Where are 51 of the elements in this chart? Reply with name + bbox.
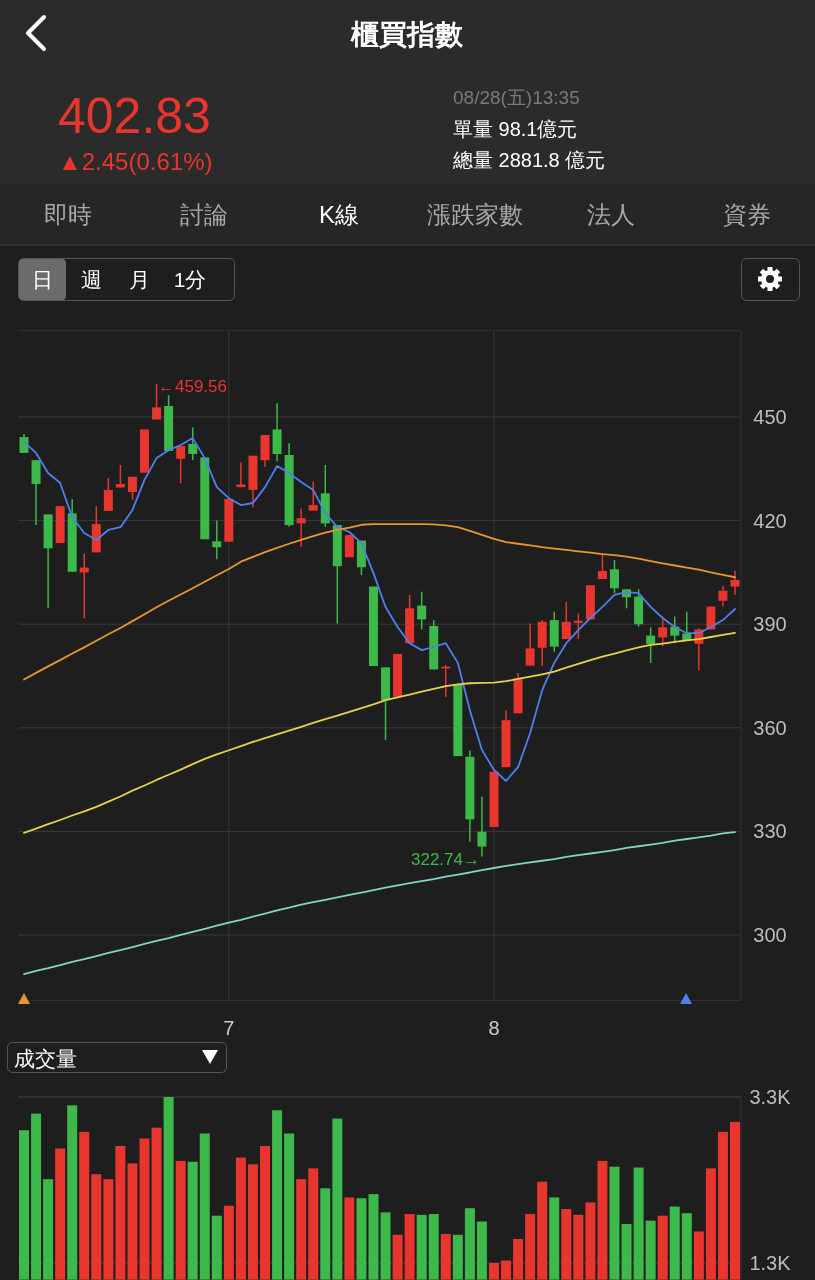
candlestick — [718, 585, 728, 608]
candlestick — [103, 477, 113, 512]
candlestick — [525, 622, 535, 667]
candlestick — [212, 519, 222, 561]
chart-title: 成交量 — [14, 1047, 77, 1070]
candlestick — [561, 601, 571, 640]
text: ▲2.45(0.61%) — [58, 148, 213, 175]
candlestick — [730, 569, 740, 596]
x-tick-label: 8 — [488, 1017, 500, 1039]
candlestick — [296, 507, 306, 548]
line-series — [23, 831, 736, 975]
text: K線 — [318, 201, 360, 228]
y-tick-label: 390 — [753, 613, 787, 636]
y-tick-label: 360 — [753, 716, 787, 739]
candlestick — [609, 559, 619, 594]
candlestick — [597, 552, 607, 580]
candlestick — [308, 480, 318, 512]
y-tick-label: 330 — [753, 820, 787, 843]
line-series — [23, 631, 736, 834]
candlestick — [236, 461, 246, 488]
chart-title: 櫃買指數 — [350, 19, 464, 50]
text: 即時 — [44, 201, 92, 228]
candlestick — [417, 591, 427, 631]
text: 討論 — [180, 201, 228, 228]
text: 08/28(五)13:35 — [453, 87, 580, 108]
y-tick-label: 450 — [753, 406, 787, 429]
candlestick — [176, 445, 186, 485]
annotation: ←459.56 — [158, 377, 227, 396]
candlestick — [152, 383, 162, 421]
candlestick — [188, 426, 198, 461]
candlestick — [670, 615, 680, 644]
annotation: 322.74→ — [411, 850, 480, 869]
text: 單量 98.1億元 — [453, 118, 578, 140]
text: 總量 2881.8 億元 — [452, 149, 606, 171]
text: 日 — [31, 268, 53, 291]
candlestick — [477, 796, 487, 858]
y-tick-label: 300 — [753, 923, 787, 946]
text: 月 — [128, 268, 150, 291]
candlestick — [573, 612, 583, 640]
x-tick-label: 7 — [223, 1017, 235, 1039]
y-tick-label: 1.3K — [749, 1252, 792, 1274]
candlestick — [31, 459, 41, 526]
text: 402.83 — [58, 88, 211, 144]
text: 資券 — [723, 201, 771, 228]
text: 法人 — [587, 201, 635, 228]
text: 漲跌家數 — [427, 201, 523, 228]
y-tick-label: 420 — [753, 509, 787, 532]
y-tick-label: 3.3K — [749, 1086, 792, 1108]
text: 週 — [80, 268, 102, 291]
text: 1分 — [173, 268, 207, 291]
candlestick — [646, 626, 656, 664]
